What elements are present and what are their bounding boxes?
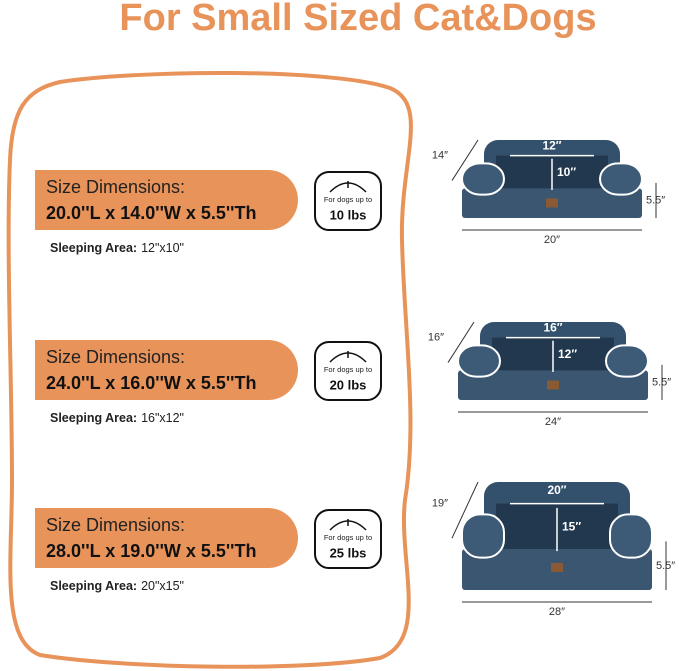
bed-bolster-right: [605, 344, 649, 378]
weight-label: For dogs up to: [324, 195, 372, 204]
size-label: Size Dimensions:: [46, 347, 185, 367]
sleeping-value: 20"x15": [141, 579, 184, 593]
size-label: Size Dimensions:: [46, 177, 185, 197]
sleeping-label: Sleeping Area:: [50, 241, 137, 255]
height: 5.5″: [652, 377, 671, 389]
width: 28″: [549, 606, 565, 618]
sleeping-label: Sleeping Area:: [50, 411, 137, 425]
bed-tag: [547, 380, 559, 390]
title: For Small Sized Cat&Dogs: [119, 0, 596, 39]
bed-tag: [546, 198, 558, 208]
inner-depth: 15″: [562, 520, 581, 534]
depth-line: [451, 139, 479, 181]
bed-bolster-left: [461, 513, 505, 559]
sleeping-label: Sleeping Area:: [50, 579, 137, 593]
size-band: [35, 508, 298, 568]
depth-line: [447, 321, 475, 363]
width: 20″: [544, 234, 560, 246]
inner-width: 16″: [543, 320, 562, 334]
weight: 20 lbs: [330, 377, 367, 392]
inner-depth: 10″: [557, 165, 576, 179]
scale-icon: [314, 171, 382, 231]
inner-depth: 12″: [558, 347, 577, 361]
sleeping-value: 16"x12": [141, 411, 184, 425]
dimensions: 24.0''L x 16.0''W x 5.5''Th: [46, 373, 256, 393]
size-label: Size Dimensions:: [46, 515, 185, 535]
bed-tag: [551, 563, 563, 572]
scale-icon: [314, 509, 382, 569]
depth: 14″: [432, 150, 448, 162]
weight-label: For dogs up to: [324, 365, 372, 374]
weight: 25 lbs: [330, 545, 367, 560]
sleeping-area: Sleeping Area: 20"x15": [50, 579, 184, 593]
bed-bolster-left: [461, 162, 505, 196]
weight-label: For dogs up to: [324, 533, 372, 542]
depth: 16″: [428, 332, 444, 344]
scale-icon: [314, 341, 382, 401]
size-band: [35, 340, 298, 400]
weight: 10 lbs: [330, 207, 367, 222]
sleeping-area: Sleeping Area: 12"x10": [50, 241, 184, 255]
size-band: [35, 170, 298, 230]
height: 5.5″: [646, 195, 665, 207]
depth: 19″: [432, 498, 448, 510]
sleeping-value: 12"x10": [141, 241, 184, 255]
inner-width: 12″: [542, 138, 561, 152]
depth-line: [451, 481, 479, 539]
width: 24″: [545, 416, 561, 428]
bed-bolster-right: [599, 162, 643, 196]
height: 5.5″: [656, 560, 675, 572]
inner-width: 20″: [547, 483, 566, 497]
dimensions: 28.0''L x 19.0''W x 5.5''Th: [46, 541, 256, 561]
sleeping-area: Sleeping Area: 16"x12": [50, 411, 184, 425]
dimensions: 20.0''L x 14.0''W x 5.5''Th: [46, 203, 256, 223]
outline-blob: [6, 70, 413, 669]
bed-bolster-right: [609, 513, 653, 559]
bed-bolster-left: [457, 344, 501, 378]
